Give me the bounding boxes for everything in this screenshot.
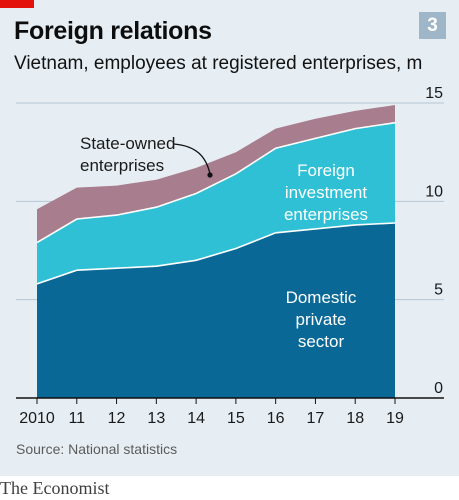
chart-number-badge: 3 — [419, 12, 446, 39]
label-foreign-investment-enterprises: Foreign investment enterprises — [284, 161, 368, 224]
x-tick-label: 13 — [147, 410, 165, 427]
x-tick-label: 16 — [267, 410, 285, 427]
series-boundary-line — [36, 222, 396, 285]
area-state-owned — [37, 105, 395, 243]
area-domestic-private — [37, 223, 395, 398]
y-tick-label: 5 — [434, 282, 443, 299]
x-tick-label: 11 — [68, 410, 85, 427]
publisher-name: The Economist — [0, 478, 110, 498]
chart-subtitle: Vietnam, employees at registered enterpr… — [14, 53, 423, 74]
stacked-area-chart: 0 5 10 15 2010 11 12 13 14 15 16 17 18 19 Domestic priv… — [16, 85, 444, 427]
x-tick-label: 12 — [108, 410, 126, 427]
label-state-owned-enterprises: State-owned enterprises — [80, 134, 175, 175]
x-tick-label: 18 — [346, 410, 364, 427]
state-owned-annotation-line — [173, 143, 211, 175]
x-tick-label: 2010 — [19, 410, 55, 427]
x-tick-label: 19 — [386, 410, 404, 427]
y-tick-label: 0 — [434, 380, 443, 397]
x-tick-label: 15 — [227, 410, 245, 427]
x-tick-label: 17 — [307, 410, 325, 427]
chart-card: Foreign relations 3 Vietnam, employees a… — [0, 0, 459, 476]
area-foreign-investment — [37, 122, 395, 284]
label-domestic-private-sector: Domestic private sector — [286, 288, 357, 351]
brand-red-bar — [0, 0, 34, 8]
source-note: Source: National statistics — [16, 441, 178, 457]
y-tick-label: 15 — [425, 85, 443, 102]
chart-title: Foreign relations — [14, 17, 212, 45]
state-owned-annotation-dot — [207, 172, 213, 178]
x-tick-label: 14 — [187, 410, 205, 427]
y-tick-label: 10 — [425, 183, 443, 200]
series-boundary-line — [36, 121, 396, 244]
